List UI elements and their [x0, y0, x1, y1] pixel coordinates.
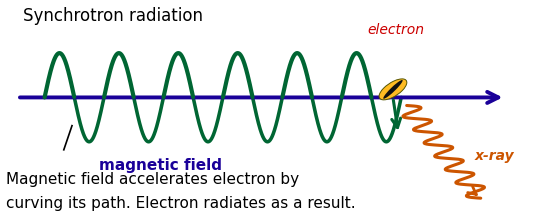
Text: electron: electron — [367, 23, 424, 37]
Text: x-ray: x-ray — [475, 150, 514, 164]
Ellipse shape — [379, 79, 407, 100]
Text: magnetic field: magnetic field — [100, 158, 222, 173]
Text: curving its path. Electron radiates as a result.: curving its path. Electron radiates as a… — [6, 196, 356, 211]
Text: Magnetic field accelerates electron by: Magnetic field accelerates electron by — [6, 172, 299, 187]
Ellipse shape — [383, 80, 403, 99]
Text: Synchrotron radiation: Synchrotron radiation — [23, 7, 202, 25]
